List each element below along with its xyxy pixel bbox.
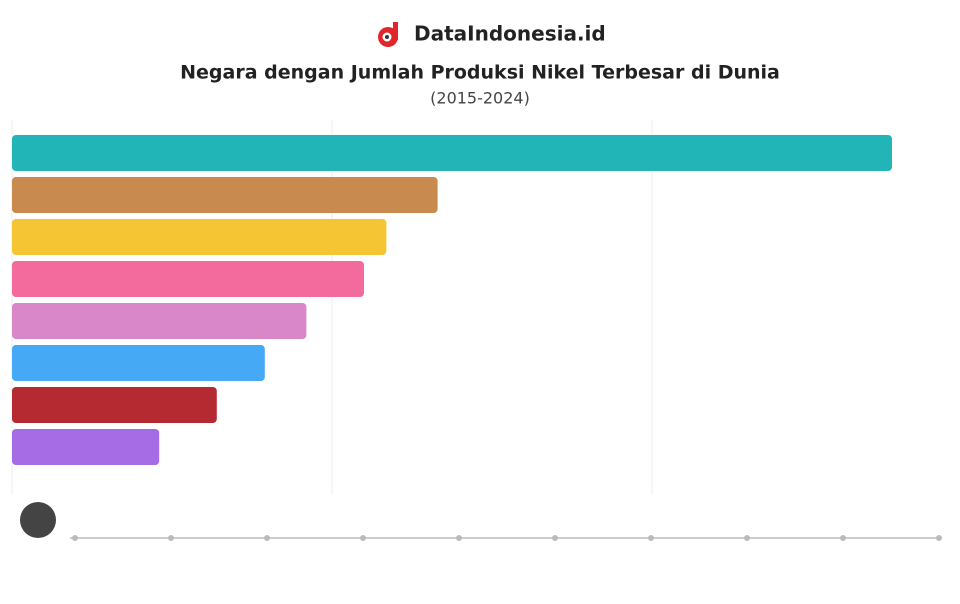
bar — [12, 387, 217, 423]
bar — [12, 219, 387, 255]
timeline-tick — [552, 535, 558, 541]
bar — [12, 261, 364, 297]
chart-title: Negara dengan Jumlah Produksi Nikel Terb… — [180, 62, 780, 84]
timeline-tick — [456, 535, 462, 541]
timeline-tick — [360, 535, 366, 541]
timeline-tick — [264, 535, 270, 541]
timeline-tick — [744, 535, 750, 541]
chart-subtitle: (2015-2024) — [430, 89, 530, 108]
bar — [12, 135, 892, 171]
timeline-tick — [936, 535, 942, 541]
bar — [12, 303, 307, 339]
bar — [12, 177, 438, 213]
timeline-tick — [840, 535, 846, 541]
timeline-tick — [168, 535, 174, 541]
logo — [378, 22, 398, 47]
bar — [12, 429, 160, 465]
bar — [12, 345, 265, 381]
brand: DataIndonesia.id — [414, 22, 606, 46]
timeline-tick — [72, 535, 78, 541]
timeline-tick — [648, 535, 654, 541]
timeline — [20, 502, 940, 539]
